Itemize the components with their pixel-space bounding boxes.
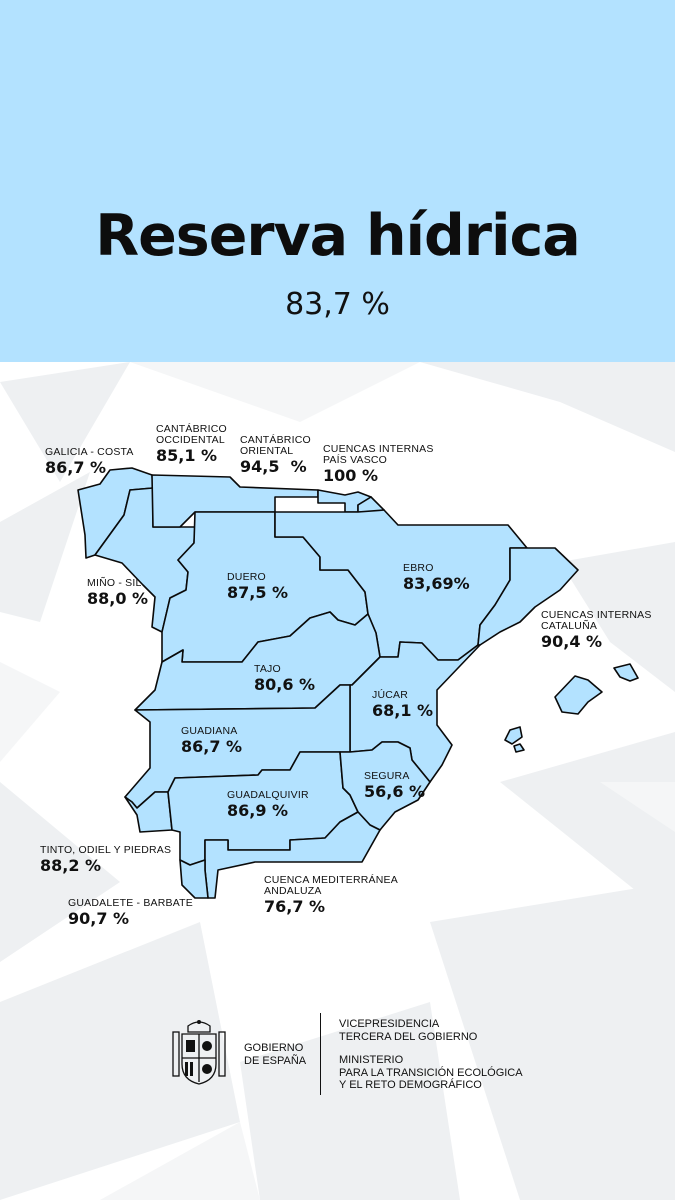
label-segura: SEGURA 56,6 % bbox=[364, 770, 426, 802]
label-cuencas-cataluna: CUENCAS INTERNAS CATALUÑA 90,4 % bbox=[541, 609, 652, 652]
label-cuencas-pais-vasco: CUENCAS INTERNAS PAÍS VASCO 100 % bbox=[323, 443, 434, 486]
label-galicia-costa: GALICIA - COSTA 86,7 % bbox=[45, 446, 134, 478]
label-tajo: TAJO 80,6 % bbox=[254, 663, 316, 695]
label-guadalete-barbate: GUADALETE - BARBATE 90,7 % bbox=[68, 897, 193, 929]
label-mino-sil: MIÑO - SIL 88,0 % bbox=[87, 577, 149, 609]
national-reserve-value: 83,7 % bbox=[285, 287, 390, 322]
footer-divider bbox=[320, 1013, 321, 1095]
background-pattern bbox=[0, 362, 675, 1200]
label-cantabrico-occidental: CANTÁBRICO OCCIDENTAL 85,1 % bbox=[156, 423, 227, 466]
label-tinto-odiel: TINTO, ODIEL Y PIEDRAS 88,2 % bbox=[40, 844, 172, 876]
label-ebro: EBRO 83,69% bbox=[403, 562, 470, 594]
label-jucar: JÚCAR 68,1 % bbox=[372, 689, 434, 721]
basin-guadalete-barbate bbox=[179, 859, 209, 899]
label-guadiana: GUADIANA 86,7 % bbox=[181, 725, 243, 757]
ministerio-text: MINISTERIO PARA LA TRANSICIÓN ECOLÓGICA … bbox=[339, 1054, 523, 1091]
label-guadalquivir: GUADALQUIVIR 86,9 % bbox=[227, 789, 309, 821]
vicepresidencia-text: VICEPRESIDENCIA TERCERA DEL GOBIERNO bbox=[339, 1018, 478, 1043]
coat-of-arms-logo bbox=[172, 1020, 226, 1085]
basin-mediterranea-andaluza bbox=[204, 811, 381, 899]
island-menorca bbox=[613, 663, 639, 682]
basin-cantabrico-occidental bbox=[151, 474, 319, 528]
label-mediterranea-andaluza: CUENCA MEDITERRÁNEA ANDALUZA 76,7 % bbox=[264, 874, 398, 917]
basin-cuencas-cataluna bbox=[477, 547, 579, 646]
header-banner: Reserva hídrica 83,7 % bbox=[0, 0, 675, 362]
island-mallorca bbox=[554, 675, 603, 715]
label-cantabrico-oriental: CANTÁBRICO ORIENTAL 94,5 % bbox=[240, 434, 311, 477]
island-formentera bbox=[513, 743, 525, 753]
label-duero: DUERO 87,5 % bbox=[227, 571, 289, 603]
island-ibiza bbox=[504, 726, 523, 745]
gobierno-de-espana: GOBIERNO DE ESPAÑA bbox=[244, 1042, 307, 1067]
page-title: Reserva hídrica bbox=[95, 203, 581, 269]
basin-segura bbox=[339, 741, 431, 831]
